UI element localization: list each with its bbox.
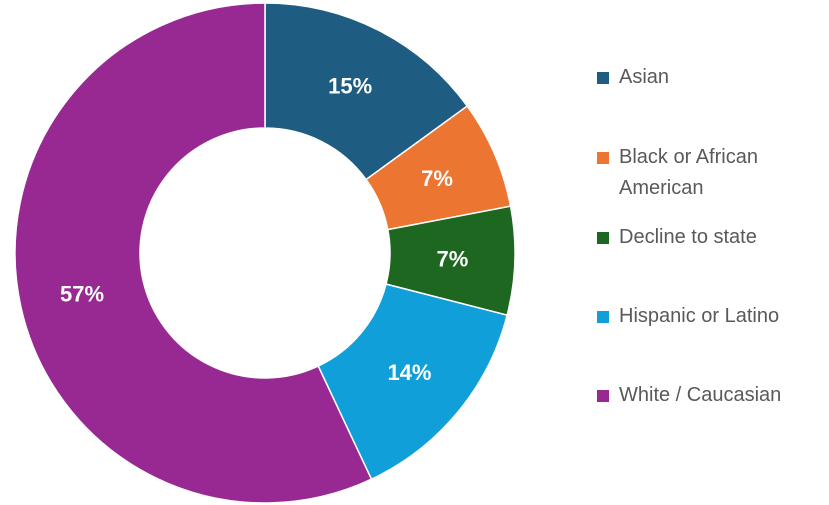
legend-swatch-decline-to-state bbox=[597, 232, 609, 244]
slice-asian bbox=[264, 2, 469, 181]
legend-item-asian: Asian bbox=[597, 62, 827, 93]
legend-swatch-asian bbox=[597, 72, 609, 84]
data-label-asian: 15% bbox=[328, 73, 372, 98]
legend-item-white-caucasian: White / Caucasian bbox=[597, 380, 827, 411]
legend-label-white-caucasian: White / Caucasian bbox=[619, 384, 782, 406]
legend-label-black-or-african-american: Black or African American bbox=[619, 146, 758, 199]
legend-swatch-white-caucasian bbox=[597, 390, 609, 402]
legend-label-decline-to-state: Decline to state bbox=[619, 226, 757, 248]
data-label-hispanic-or-latino: 14% bbox=[387, 360, 431, 385]
data-label-black-or-african-american: 7% bbox=[421, 166, 453, 191]
legend-label-asian: Asian bbox=[619, 66, 670, 88]
legend-item-hispanic-or-latino: Hispanic or Latino bbox=[597, 301, 827, 332]
slice-hispanic-or-latino bbox=[317, 283, 509, 481]
data-label-white-caucasian: 57% bbox=[60, 281, 104, 306]
legend-item-decline-to-state: Decline to state bbox=[597, 222, 827, 253]
legend-swatch-black-or-african-american bbox=[597, 152, 609, 164]
data-label-decline-to-state: 7% bbox=[437, 246, 469, 271]
legend-item-black-or-african-american: Black or African American bbox=[597, 142, 827, 204]
legend-swatch-hispanic-or-latino bbox=[597, 311, 609, 323]
donut-svg: 15% 7% 7% 14% 57% bbox=[14, 2, 516, 504]
slice-white-caucasian bbox=[14, 2, 373, 504]
legend-label-hispanic-or-latino: Hispanic or Latino bbox=[619, 305, 780, 327]
